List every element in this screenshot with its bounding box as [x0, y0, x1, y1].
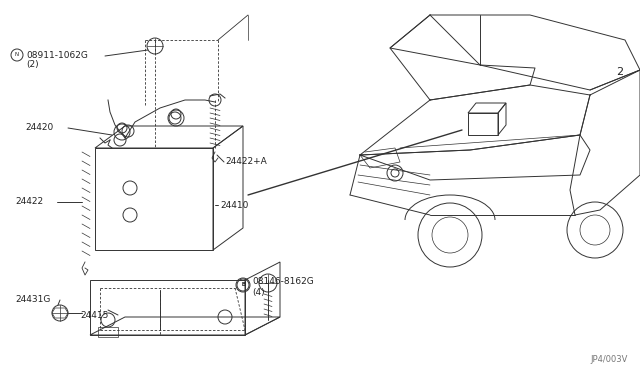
Text: N: N: [15, 52, 19, 58]
Text: 24415: 24415: [80, 311, 108, 320]
Text: B: B: [241, 282, 245, 288]
Text: 24420: 24420: [25, 124, 53, 132]
Text: 2: 2: [616, 67, 623, 77]
Text: 24422+A: 24422+A: [225, 157, 267, 167]
Text: 08146-8162G: 08146-8162G: [252, 278, 314, 286]
Text: 24422: 24422: [15, 198, 43, 206]
Text: 08911-1062G: 08911-1062G: [26, 51, 88, 60]
Text: JP4/003V: JP4/003V: [591, 356, 628, 365]
Text: (4): (4): [252, 288, 264, 296]
Text: B: B: [241, 282, 245, 288]
Text: 24431G: 24431G: [15, 295, 51, 305]
Text: (2): (2): [26, 61, 38, 70]
Text: 24410: 24410: [220, 201, 248, 209]
